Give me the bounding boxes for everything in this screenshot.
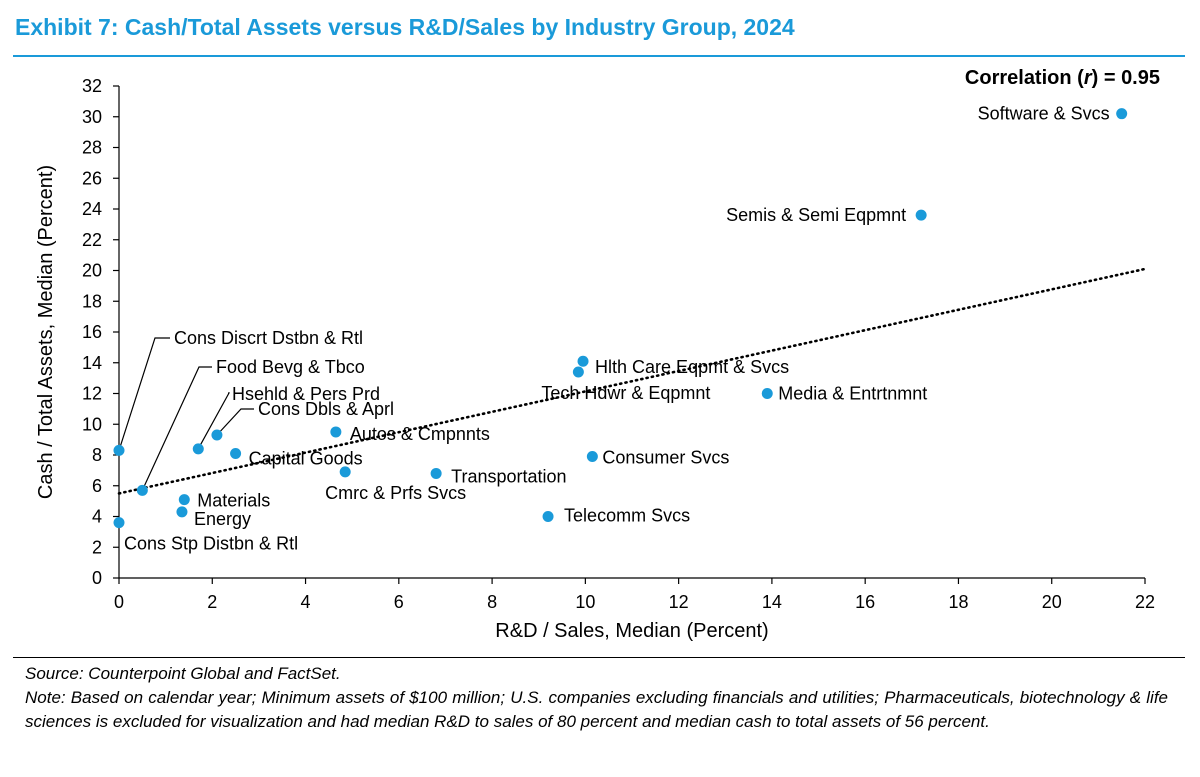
x-tick-label: 6	[394, 592, 404, 612]
point-label: Hsehld & Pers Prd	[232, 384, 380, 404]
x-tick-label: 4	[301, 592, 311, 612]
point-label: Cons Dbls & Aprl	[258, 399, 394, 419]
point-label: Cons Discrt Dstbn & Rtl	[174, 328, 363, 348]
point-label: Cmrc & Prfs Svcs	[325, 483, 466, 503]
y-tick-label: 8	[92, 445, 102, 465]
point-label: Hlth Care Eqpmt & Svcs	[595, 357, 789, 377]
point-label: Cons Stp Distbn & Rtl	[124, 534, 298, 554]
data-point	[330, 426, 342, 438]
data-point	[136, 484, 148, 496]
footnote-divider	[13, 657, 1185, 658]
point-label: Food Bevg & Tbco	[216, 357, 365, 377]
data-point	[211, 429, 223, 441]
y-tick-label: 24	[82, 199, 102, 219]
point-label: Media & Entrtnmnt	[778, 384, 927, 404]
x-tick-label: 16	[855, 592, 875, 612]
y-tick-label: 26	[82, 168, 102, 188]
chart-title: Exhibit 7: Cash/Total Assets versus R&D/…	[15, 14, 795, 40]
data-point	[761, 388, 773, 399]
leader-line	[118, 337, 170, 451]
x-tick-label: 8	[487, 592, 497, 612]
x-tick-label: 14	[762, 592, 782, 612]
x-tick-label: 0	[114, 592, 124, 612]
data-point	[176, 506, 188, 518]
x-tick-label: 20	[1042, 592, 1062, 612]
trendline	[117, 267, 1147, 495]
x-axis-title: R&D / Sales, Median (Percent)	[495, 620, 768, 642]
y-tick-label: 0	[92, 568, 102, 588]
data-point	[113, 517, 125, 529]
source-note: Source: Counterpoint Global and FactSet.	[25, 664, 341, 683]
y-tick-label: 30	[82, 107, 102, 127]
x-tick-label: 18	[948, 592, 968, 612]
data-point	[572, 366, 584, 378]
data-point	[178, 494, 190, 506]
y-tick-label: 32	[82, 76, 102, 96]
y-tick-label: 14	[82, 353, 102, 373]
data-point	[577, 355, 589, 367]
data-point	[113, 444, 125, 456]
x-tick-label: 10	[575, 592, 595, 612]
footnotes: Source: Counterpoint Global and FactSet.…	[25, 662, 1168, 734]
y-tick-label: 4	[92, 507, 102, 527]
y-tick-label: 6	[92, 476, 102, 496]
data-point	[339, 466, 351, 478]
title-divider	[13, 55, 1185, 57]
point-label: Semis & Semi Eqpmnt	[726, 205, 906, 225]
y-tick-label: 16	[82, 322, 102, 342]
data-point	[430, 467, 442, 479]
point-label: Consumer Svcs	[602, 448, 729, 468]
y-tick-label: 20	[82, 261, 102, 281]
x-tick-label: 12	[669, 592, 689, 612]
y-tick-label: 10	[82, 414, 102, 434]
leader-line	[216, 408, 254, 436]
data-point	[915, 209, 927, 221]
x-tick-label: 22	[1135, 592, 1155, 612]
point-label: Energy	[194, 509, 251, 529]
data-point	[1116, 108, 1128, 120]
y-tick-label: 22	[82, 230, 102, 250]
correlation-annotation: Correlation (r) = 0.95	[965, 67, 1160, 89]
point-label: Transportation	[451, 466, 566, 486]
point-label: Materials	[197, 491, 270, 511]
data-point	[542, 511, 554, 522]
data-point	[586, 451, 598, 463]
y-tick-label: 18	[82, 291, 102, 311]
leader-line	[197, 392, 231, 450]
scatter-chart: 0 2 4 6 8 10 12 14 16 18 20 22024681012141618202224…	[35, 67, 1160, 642]
point-label: Autos & Cmpnnts	[350, 424, 490, 444]
y-tick-label: 12	[82, 384, 102, 404]
leader-line	[141, 366, 212, 491]
data-point	[230, 447, 242, 459]
methodology-note: Note: Based on calendar year; Minimum as…	[25, 688, 1168, 731]
point-label: Tech Hdwr & Eqpmnt	[541, 383, 710, 403]
x-tick-label: 2	[207, 592, 217, 612]
point-label: Telecomm Svcs	[564, 506, 690, 526]
y-tick-label: 28	[82, 138, 102, 158]
y-axis-title: Cash / Total Assets, Median (Percent)	[35, 165, 57, 499]
point-label: Software & Svcs	[978, 104, 1110, 124]
y-tick-label: 2	[92, 537, 102, 557]
data-point	[192, 443, 204, 455]
point-label: Capital Goods	[249, 448, 363, 468]
